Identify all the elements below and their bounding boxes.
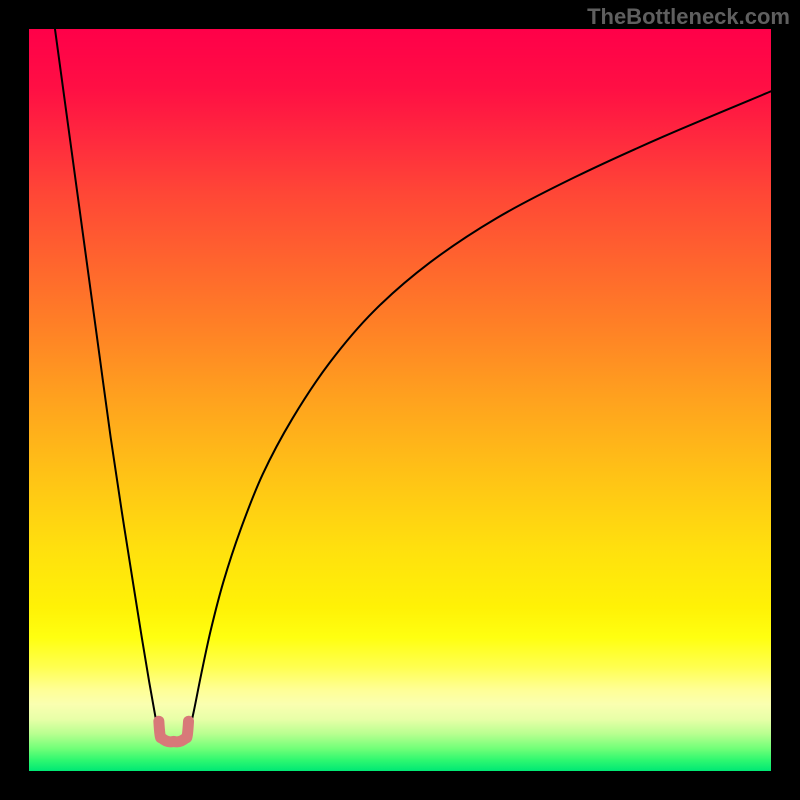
chart-svg <box>29 29 771 771</box>
chart-container: TheBottleneck.com <box>0 0 800 800</box>
plot-area <box>29 29 771 771</box>
watermark-text: TheBottleneck.com <box>587 4 790 30</box>
gradient-background <box>29 29 771 771</box>
